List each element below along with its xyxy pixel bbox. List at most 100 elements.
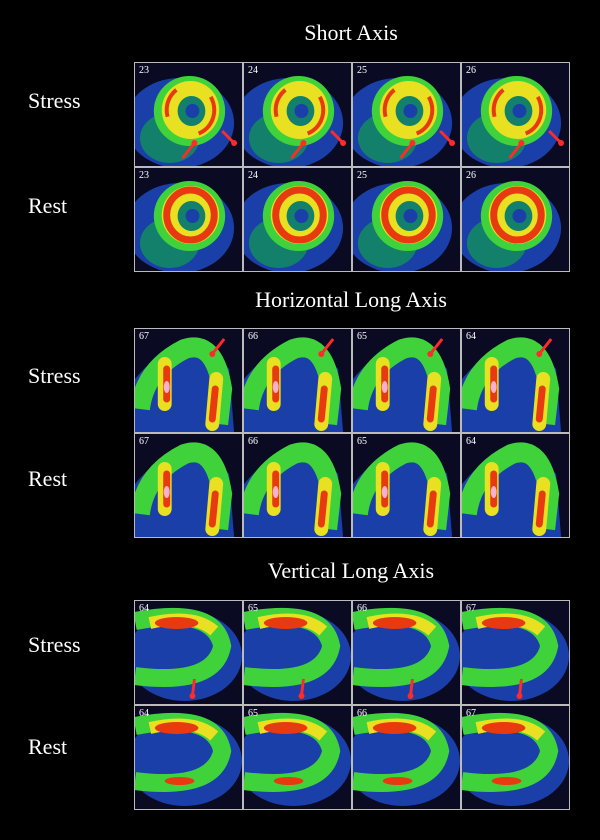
red-arrow-icon [191, 140, 198, 146]
perfusion-image [244, 63, 351, 166]
red-arrow-icon [449, 140, 456, 146]
slice-number: 65 [248, 603, 258, 614]
scan-panel: 67 [462, 706, 569, 809]
perfusion-image [462, 601, 569, 704]
perfusion-image [462, 63, 569, 166]
scan-panel: 24 [244, 168, 351, 271]
red-arrow-icon [516, 693, 523, 699]
slice-number: 65 [357, 331, 367, 342]
slice-number: 65 [357, 436, 367, 447]
slice-number: 23 [139, 170, 149, 181]
perfusion-image [135, 434, 242, 537]
perfusion-image [353, 63, 460, 166]
slice-number: 24 [248, 65, 258, 76]
row-label-rest: Rest [28, 734, 68, 759]
scan-panel: 25 [353, 63, 460, 166]
row-label-rest: Rest [28, 466, 68, 491]
scan-panel: 25 [353, 168, 460, 271]
slice-number: 66 [357, 603, 367, 614]
scan-panel: 65 [244, 706, 351, 809]
red-arrow-icon [518, 140, 525, 146]
red-arrow-icon [318, 351, 325, 357]
perfusion-image [462, 329, 569, 432]
slice-number: 64 [466, 331, 476, 342]
red-arrow-icon [340, 140, 347, 146]
slice-number: 67 [466, 708, 476, 719]
slice-number: 67 [466, 603, 476, 614]
image-row: 23 24 25 26 [134, 167, 570, 272]
red-arrow-icon [189, 693, 196, 699]
perfusion-image [462, 434, 569, 537]
red-arrow-icon [558, 140, 565, 146]
scan-panel: 65 [244, 601, 351, 704]
row-label-stress: Stress [28, 88, 81, 113]
red-arrow-icon [409, 140, 416, 146]
perfusion-image [244, 706, 351, 809]
perfusion-image [135, 601, 242, 704]
scan-panel: 23 [135, 168, 242, 271]
image-row: 67 66 65 64 [134, 328, 570, 433]
image-row: 23 24 25 26 [134, 62, 570, 167]
slice-number: 26 [466, 170, 476, 181]
slice-number: 23 [139, 65, 149, 76]
red-arrow-icon [536, 351, 543, 357]
perfusion-image [353, 601, 460, 704]
slice-number: 66 [248, 436, 258, 447]
perfusion-image [353, 434, 460, 537]
scan-panel: 64 [135, 706, 242, 809]
perfusion-image [353, 329, 460, 432]
perfusion-image [135, 706, 242, 809]
section-title: Vertical Long Axis [267, 558, 435, 583]
row-label-stress: Stress [28, 363, 81, 388]
scan-panel: 65 [353, 434, 460, 537]
scan-panel: 26 [462, 168, 569, 271]
perfusion-image [353, 168, 460, 271]
slice-number: 67 [139, 436, 149, 447]
slice-number: 64 [139, 708, 149, 719]
slice-number: 24 [248, 170, 258, 181]
scan-panel: 66 [353, 706, 460, 809]
perfusion-image [244, 601, 351, 704]
image-row: 64 65 66 67 [134, 600, 570, 705]
scan-panel: 66 [244, 434, 351, 537]
scan-panel: 67 [135, 434, 242, 537]
perfusion-image [135, 329, 242, 432]
image-row: 64 65 66 67 [134, 705, 570, 810]
section-title: Short Axis [304, 20, 398, 45]
scan-panel: 24 [244, 63, 351, 166]
perfusion-image [244, 434, 351, 537]
scan-panel: 66 [244, 329, 351, 432]
red-arrow-icon [300, 140, 307, 146]
scan-panel: 64 [135, 601, 242, 704]
slice-number: 66 [357, 708, 367, 719]
slice-number: 25 [357, 65, 367, 76]
image-row: 67 66 65 64 [134, 433, 570, 538]
slice-number: 25 [357, 170, 367, 181]
scan-panel: 67 [135, 329, 242, 432]
red-arrow-icon [231, 140, 238, 146]
slice-number: 66 [248, 331, 258, 342]
scan-panel: 67 [462, 601, 569, 704]
perfusion-image [135, 168, 242, 271]
slice-number: 64 [139, 603, 149, 614]
perfusion-image [244, 329, 351, 432]
red-arrow-icon [427, 351, 434, 357]
scan-panel: 66 [353, 601, 460, 704]
slice-number: 65 [248, 708, 258, 719]
slice-number: 67 [139, 331, 149, 342]
slice-number: 64 [466, 436, 476, 447]
red-arrow-icon [407, 693, 414, 699]
perfusion-image [353, 706, 460, 809]
row-label-stress: Stress [28, 632, 81, 657]
perfusion-image [244, 168, 351, 271]
scan-panel: 64 [462, 329, 569, 432]
row-label-rest: Rest [28, 193, 68, 218]
scan-panel: 23 [135, 63, 242, 166]
scan-panel: 64 [462, 434, 569, 537]
red-arrow-icon [298, 693, 305, 699]
scan-panel: 26 [462, 63, 569, 166]
red-arrow-icon [209, 351, 216, 357]
perfusion-image [462, 168, 569, 271]
perfusion-image [462, 706, 569, 809]
perfusion-image [135, 63, 242, 166]
